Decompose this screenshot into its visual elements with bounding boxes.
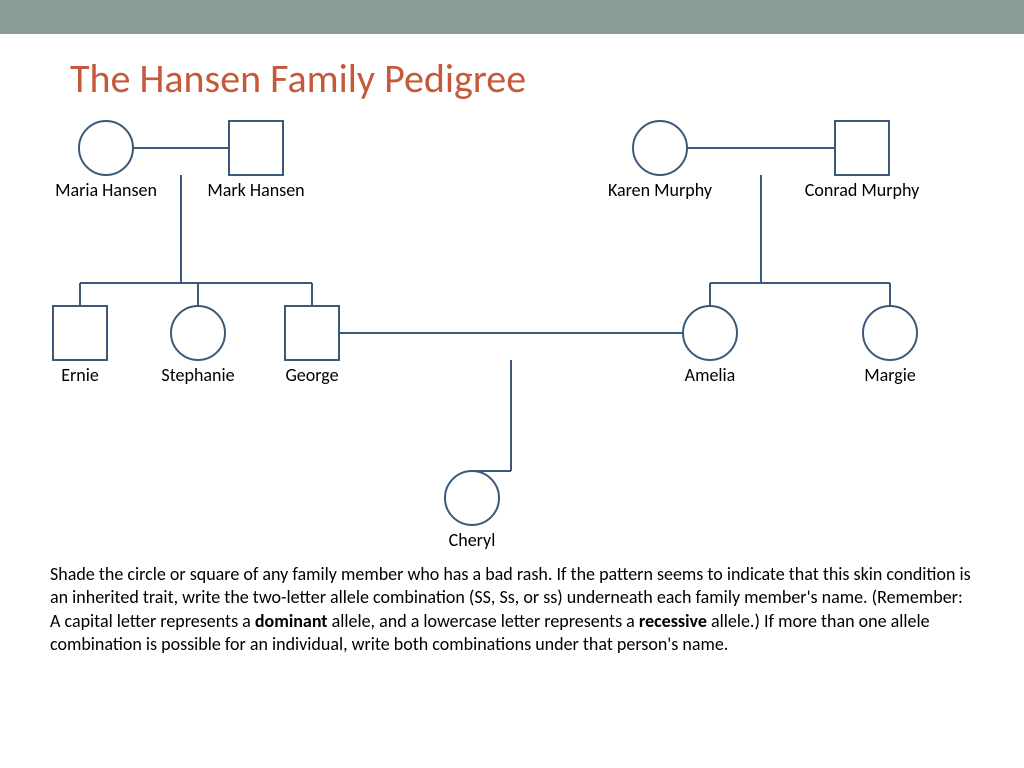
pedigree-label-conrad: Conrad Murphy [792,179,932,201]
pedigree-node-ernie [53,306,107,360]
pedigree-node-maria [79,121,133,175]
pedigree-node-cheryl [445,471,499,525]
page-title: The Hansen Family Pedigree [70,54,1024,103]
instr-bold-recessive: recessive [639,610,707,632]
pedigree-node-karen [633,121,687,175]
pedigree-node-margie [863,306,917,360]
pedigree-label-george: George [242,364,382,386]
pedigree-node-stephanie [171,306,225,360]
pedigree-node-mark [229,121,283,175]
pedigree-label-amelia: Amelia [640,364,780,386]
pedigree-label-margie: Margie [820,364,960,386]
instr-bold-dominant: dominant [255,610,328,632]
top-bar [0,0,1024,34]
pedigree-node-amelia [683,306,737,360]
pedigree-label-maria: Maria Hansen [36,179,176,201]
instructions-text: Shade the circle or square of any family… [50,563,974,657]
instr-mid: allele, and a lowercase letter represent… [328,610,639,632]
pedigree-diagram: Maria Hansen Mark Hansen Karen Murphy Conra… [0,113,1024,563]
pedigree-label-karen: Karen Murphy [590,179,730,201]
pedigree-label-cheryl: Cheryl [402,529,542,551]
pedigree-node-george [285,306,339,360]
pedigree-label-mark: Mark Hansen [186,179,326,201]
pedigree-node-conrad [835,121,889,175]
